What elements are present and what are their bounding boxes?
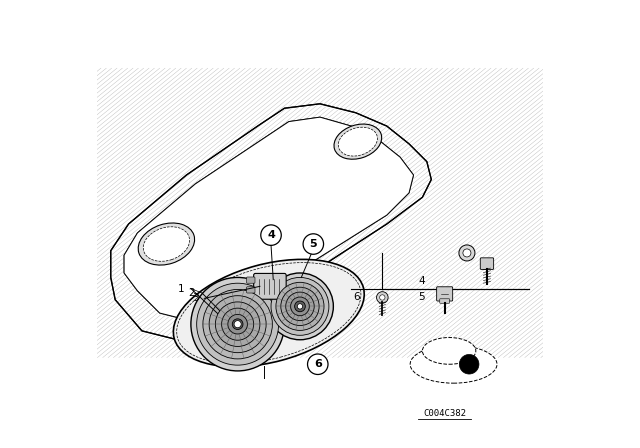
- Circle shape: [460, 354, 479, 374]
- Circle shape: [303, 234, 324, 254]
- Text: 1: 1: [177, 284, 184, 293]
- Circle shape: [260, 225, 281, 246]
- Circle shape: [276, 282, 324, 331]
- Circle shape: [285, 292, 314, 321]
- Text: 2: 2: [189, 288, 195, 298]
- Circle shape: [216, 302, 260, 346]
- Ellipse shape: [138, 223, 195, 265]
- FancyBboxPatch shape: [253, 273, 286, 299]
- Ellipse shape: [334, 124, 381, 159]
- Ellipse shape: [339, 127, 378, 156]
- FancyBboxPatch shape: [440, 299, 449, 303]
- Circle shape: [291, 297, 309, 316]
- Text: 6: 6: [353, 293, 360, 302]
- Ellipse shape: [422, 337, 476, 364]
- Circle shape: [209, 296, 266, 353]
- Circle shape: [203, 289, 273, 359]
- Text: 6: 6: [314, 359, 322, 369]
- Text: 3: 3: [192, 293, 199, 303]
- Ellipse shape: [143, 227, 189, 261]
- Text: 4: 4: [267, 230, 275, 240]
- FancyBboxPatch shape: [480, 258, 493, 269]
- FancyBboxPatch shape: [246, 277, 255, 283]
- Circle shape: [191, 277, 284, 371]
- Polygon shape: [124, 117, 413, 322]
- Circle shape: [298, 304, 303, 309]
- Polygon shape: [124, 117, 413, 322]
- Circle shape: [294, 301, 305, 312]
- Text: 5: 5: [310, 239, 317, 249]
- Text: 4: 4: [418, 276, 424, 286]
- Polygon shape: [124, 117, 413, 322]
- Circle shape: [380, 295, 385, 300]
- Circle shape: [221, 308, 253, 340]
- Text: 5: 5: [418, 293, 424, 302]
- Circle shape: [267, 273, 333, 340]
- Circle shape: [196, 283, 278, 365]
- FancyBboxPatch shape: [436, 287, 452, 301]
- Circle shape: [228, 314, 248, 334]
- Circle shape: [271, 277, 329, 335]
- Circle shape: [234, 321, 241, 328]
- Text: C004C382: C004C382: [423, 409, 466, 418]
- Polygon shape: [111, 104, 431, 340]
- Circle shape: [459, 245, 475, 261]
- Circle shape: [232, 319, 243, 330]
- Ellipse shape: [410, 345, 497, 383]
- Circle shape: [463, 249, 471, 257]
- Circle shape: [308, 354, 328, 375]
- Circle shape: [376, 292, 388, 303]
- FancyBboxPatch shape: [246, 287, 255, 293]
- Circle shape: [281, 287, 319, 326]
- Ellipse shape: [173, 259, 364, 367]
